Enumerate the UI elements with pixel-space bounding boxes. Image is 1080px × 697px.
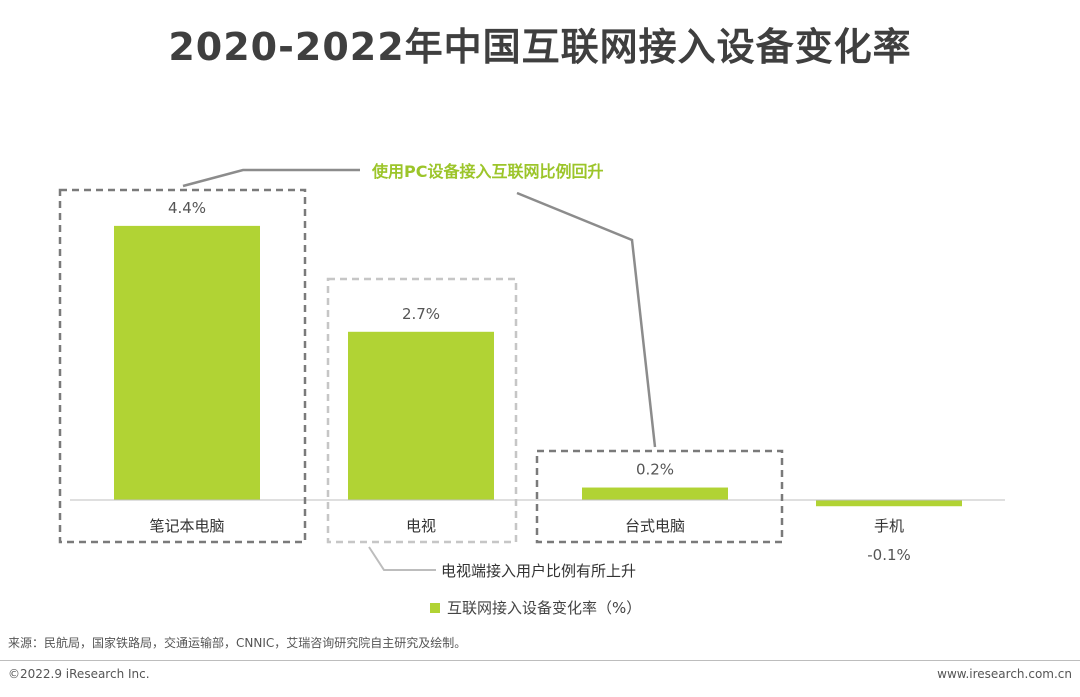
- highlight-box-desktop: [535, 449, 784, 544]
- source-note: 来源：民航局，国家铁路局，交通运输部，CNNIC，艾瑞咨询研究院自主研究及绘制。: [8, 636, 467, 650]
- website-url: www.iresearch.com.cn: [937, 667, 1072, 681]
- value-label-1: 2.7%: [402, 305, 440, 323]
- highlight-box-laptop: [58, 188, 307, 544]
- legend: 互联网接入设备变化率（%）: [430, 597, 641, 618]
- bar-0: [114, 225, 260, 500]
- copyright: ©2022.9 iResearch Inc.: [8, 667, 150, 681]
- bar-chart: 笔记本电脑 电视 台式电脑 手机 4.4% 2.7% 0.2% -0.1% 使用PC设备接入互联…: [58, 162, 1005, 580]
- bar-2: [582, 487, 728, 500]
- bar-3: [816, 500, 962, 507]
- value-label-3: -0.1%: [867, 546, 911, 564]
- legend-swatch: [430, 602, 440, 613]
- value-label-2: 0.2%: [636, 461, 674, 479]
- bar-1: [348, 331, 494, 500]
- footer-divider: [0, 660, 1080, 661]
- category-label-1: 电视: [406, 517, 436, 535]
- value-label-0: 4.4%: [168, 199, 206, 217]
- annotation-tv: 电视端接入用户比例有所上升: [441, 562, 636, 580]
- annotation-tv-leader: [368, 546, 436, 571]
- highlight-box-tv: [326, 277, 518, 544]
- chart-title: 2020-2022年中国互联网接入设备变化率: [168, 25, 912, 69]
- category-label-2: 台式电脑: [625, 517, 685, 535]
- annotation-pc-leader-left: [182, 168, 360, 188]
- annotation-pc-leader-right: [516, 191, 657, 448]
- category-label-0: 笔记本电脑: [149, 517, 224, 535]
- category-label-3: 手机: [874, 517, 904, 535]
- legend-label: 互联网接入设备变化率（%）: [447, 599, 642, 617]
- annotation-pc: 使用PC设备接入互联网比例回升: [371, 162, 603, 181]
